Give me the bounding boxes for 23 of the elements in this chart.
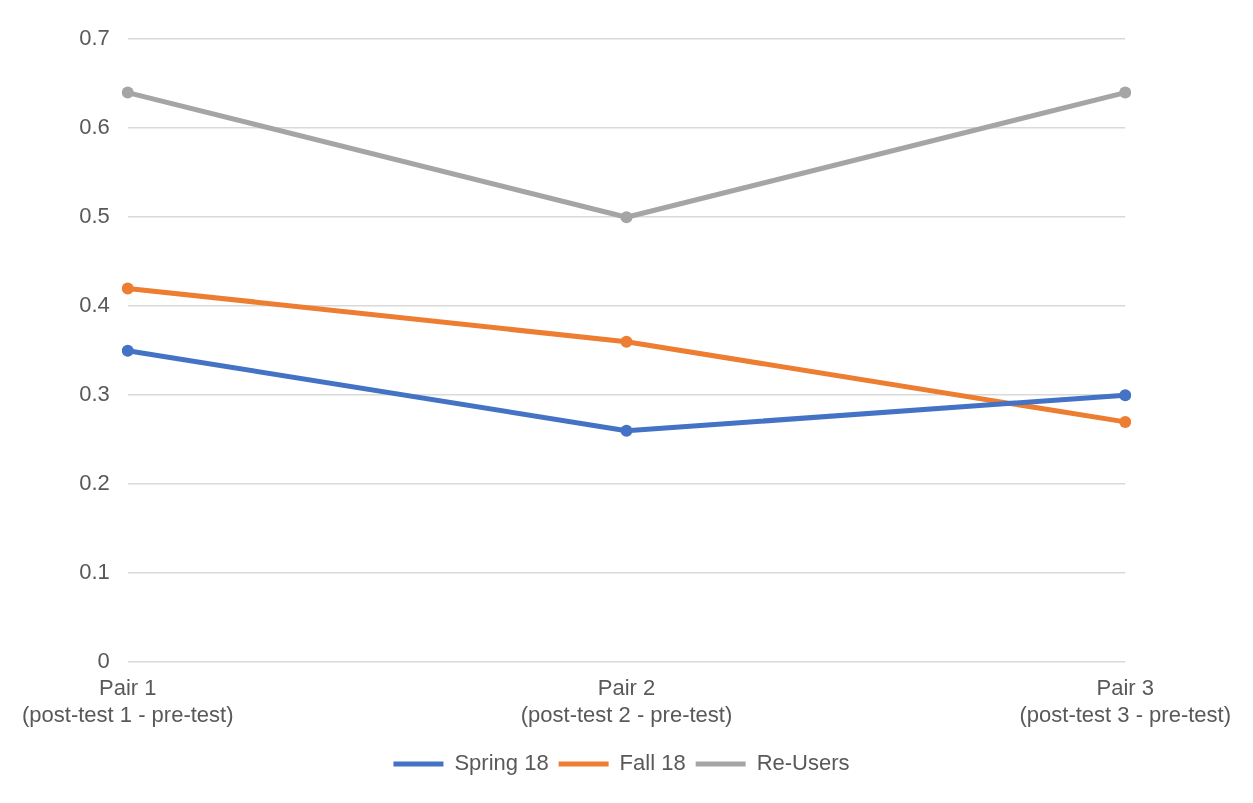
- point: [620, 211, 633, 224]
- x-tick-label: Pair 3 (post-test 3 - pre-test): [1019, 675, 1232, 727]
- legend-label: Fall 18: [619, 750, 686, 776]
- legend-label: Re-Users: [756, 750, 850, 776]
- point: [121, 282, 134, 295]
- legend-label: Spring 18: [454, 750, 549, 776]
- point: [1119, 415, 1132, 428]
- x-tick-label: Pair 1 (post-test 1 - pre-test): [21, 675, 234, 727]
- y-tick-label: 0.5: [79, 203, 110, 229]
- point: [620, 335, 633, 348]
- y-tick-label: 0.4: [79, 292, 110, 318]
- x-tick-label: Pair 2 (post-test 2 - pre-test): [520, 675, 733, 727]
- y-tick-label: 0.3: [79, 381, 110, 407]
- y-tick-label: 0.6: [79, 114, 110, 140]
- y-tick-label: 0.1: [79, 559, 110, 585]
- point: [620, 424, 633, 437]
- y-tick-label: 0: [97, 648, 110, 674]
- point: [121, 86, 134, 99]
- point: [1119, 86, 1132, 99]
- point: [121, 344, 134, 357]
- point: [1119, 389, 1132, 402]
- y-tick-label: 0.7: [79, 25, 110, 51]
- y-tick-label: 0.2: [79, 470, 110, 496]
